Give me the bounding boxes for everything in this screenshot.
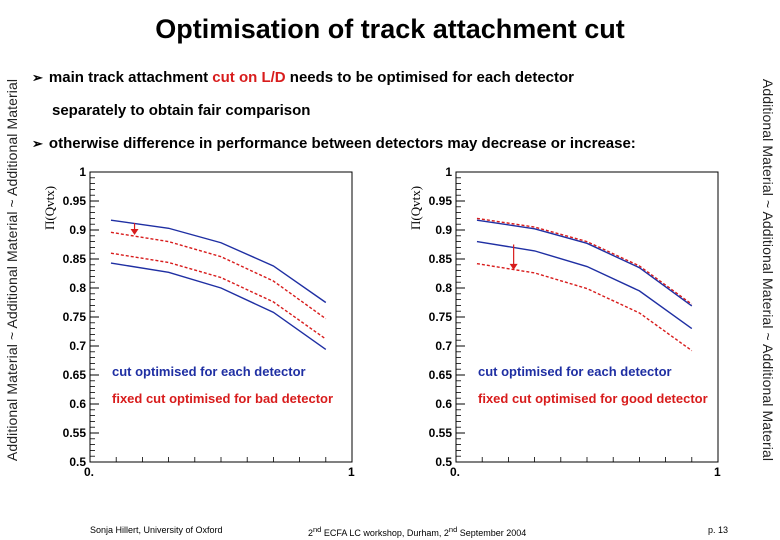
legend-entry-2: fixed cut optimised for bad detector (112, 391, 333, 406)
series-line-2 (110, 231, 327, 320)
y-tick-label: 0.9 (69, 223, 86, 237)
x-tick-label-start: 0. (84, 465, 94, 479)
footer-event-suffix: September 2004 (457, 528, 527, 538)
bullet-1-continuation: separately to obtain fair comparison (52, 102, 311, 119)
y-tick-label: 0.7 (69, 339, 86, 353)
y-tick-label: 0.85 (429, 252, 453, 266)
y-tick-label: 0.5 (69, 455, 86, 469)
y-tick-label: 0.75 (63, 310, 87, 324)
series-line-1 (110, 219, 327, 304)
legend-entry-1: cut optimised for each detector (112, 364, 306, 379)
y-tick-label: 0.95 (429, 194, 453, 208)
bullet-2: ➢ otherwise difference in performance bet… (32, 135, 636, 152)
y-tick-label: 0.85 (63, 252, 87, 266)
side-watermark-left: Additional Material ~ Additional Materia… (4, 78, 20, 462)
x-tick-label-start: 0. (450, 465, 460, 479)
bullet-1: ➢ main track attachment cut on L/D needs … (32, 69, 574, 86)
footer-event: 2nd ECFA LC workshop, Durham, 2nd Septem… (308, 525, 526, 538)
y-tick-label: 0.95 (63, 194, 87, 208)
chart-right-svg: 0.50.550.60.650.70.750.80.850.90.9510.1ε… (408, 165, 721, 479)
y-tick-label: 0.65 (429, 368, 453, 382)
footer-event-mid: ECFA LC workshop, Durham, 2 (321, 528, 449, 538)
y-tick-label: 0.6 (435, 397, 452, 411)
y-tick-label: 0.55 (63, 426, 87, 440)
footer-event-sup1: nd (313, 525, 322, 534)
bullet-1-pre: main track attachment (48, 69, 213, 86)
shift-arrow-head (509, 263, 518, 270)
y-tick-label: 0.9 (435, 223, 452, 237)
footer-event-sup2: nd (448, 525, 458, 534)
chart-left: 0.50.550.60.650.70.750.80.850.90.9510.1ε… (22, 160, 362, 480)
y-tick-label: 1 (445, 165, 452, 179)
x-tick-label-end: 1 (714, 465, 721, 479)
y-tick-label: 0.55 (429, 426, 453, 440)
series-line-4 (476, 262, 693, 352)
plot-frame (455, 171, 719, 463)
series-line-2 (476, 219, 693, 307)
bullet-arrow-icon: ➢ (32, 70, 43, 85)
y-tick-label: 1 (79, 165, 86, 179)
side-watermark-right: Additional Material ~ Additional Materia… (760, 78, 776, 462)
y-axis-label: Π(Qvtx) (42, 186, 57, 230)
footer-author: Sonja Hillert, University of Oxford (90, 525, 223, 535)
y-tick-label: 0.8 (435, 281, 452, 295)
bullet-2-text: otherwise difference in performance betw… (48, 135, 636, 152)
y-axis-label: Π(Qvtx) (408, 186, 423, 230)
legend-entry-2: fixed cut optimised for good detector (478, 391, 708, 406)
slide-title: Optimisation of track attachment cut (155, 14, 625, 44)
y-tick-label: 0.65 (63, 368, 87, 382)
bullet-1-post: needs to be optimised for each detector (285, 69, 575, 86)
bullet-arrow-icon: ➢ (32, 136, 43, 151)
footer-page-number: p. 13 (708, 525, 729, 535)
series-line-1 (476, 217, 693, 305)
legend-entry-1: cut optimised for each detector (478, 364, 672, 379)
footer-event-prefix: 2 (308, 528, 314, 538)
shift-arrow-head (130, 229, 139, 236)
plot-frame (89, 171, 353, 463)
x-tick-label-end: 1 (348, 465, 355, 479)
y-tick-label: 0.6 (69, 397, 86, 411)
y-tick-label: 0.5 (435, 455, 452, 469)
series-line-3 (110, 252, 327, 340)
series-line-3 (476, 240, 693, 330)
bullet-1-highlight: cut on L/D (212, 69, 286, 86)
y-tick-label: 0.7 (435, 339, 452, 353)
chart-right: 0.50.550.60.650.70.750.80.850.90.9510.1ε… (388, 160, 728, 480)
y-tick-label: 0.75 (429, 310, 453, 324)
chart-left-svg: 0.50.550.60.650.70.750.80.850.90.9510.1ε… (42, 165, 355, 479)
series-line-4 (110, 262, 327, 351)
y-tick-label: 0.8 (69, 281, 86, 295)
